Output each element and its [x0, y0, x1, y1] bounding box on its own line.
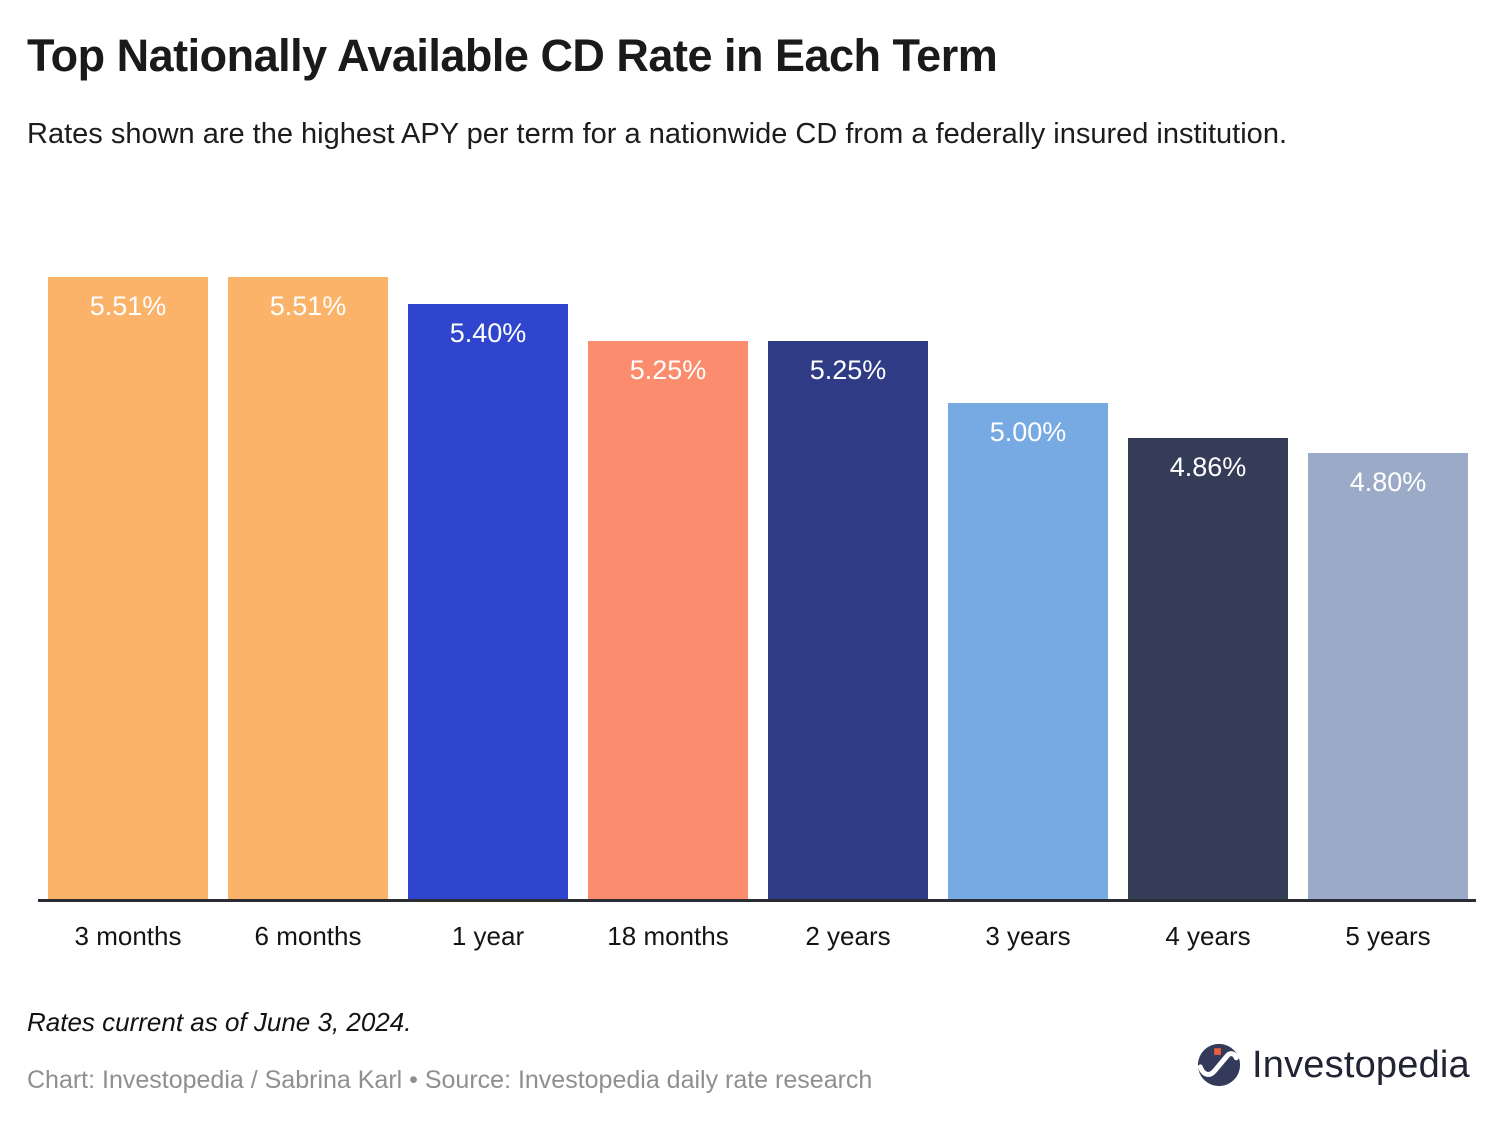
bar-value-label: 4.80% [1349, 467, 1427, 497]
bar-value-label: 5.51% [269, 291, 347, 321]
chart-subtitle: Rates shown are the highest APY per term… [27, 118, 1287, 150]
investopedia-logo-text: Investopedia [1252, 1043, 1470, 1086]
x-tick-label-18-months: 18 months [607, 921, 729, 951]
x-axis-line [38, 899, 1476, 902]
bar-3-years: 5.00% [948, 403, 1108, 899]
bar-2-years: 5.25% [768, 341, 928, 899]
bar-4-years: 4.86% [1128, 438, 1288, 899]
source-credit: Chart: Investopedia / Sabrina Karl • Sou… [27, 1066, 873, 1094]
bar-3-months: 5.51% [48, 277, 208, 899]
bar-value-label: 5.25% [629, 355, 707, 385]
bar-value-label: 5.40% [449, 318, 527, 348]
x-tick-label-6-months: 6 months [254, 921, 362, 951]
bar-value-label: 5.00% [989, 417, 1067, 447]
bar-value-label: 5.25% [809, 355, 887, 385]
x-tick-label-2-years: 2 years [805, 921, 891, 951]
bar-5-years: 4.80% [1308, 453, 1468, 899]
investopedia-logo: Investopedia [1196, 1042, 1470, 1088]
bar-value-label: 5.51% [89, 291, 167, 321]
x-tick-label-3-months: 3 months [74, 921, 182, 951]
x-tick-label-3-years: 3 years [985, 921, 1071, 951]
x-tick-label-5-years: 5 years [1345, 921, 1431, 951]
chart-title: Top Nationally Available CD Rate in Each… [27, 30, 998, 81]
x-tick-label-1-year: 1 year [451, 921, 525, 951]
bar-18-months: 5.25% [588, 341, 748, 899]
x-axis-tick-labels: 3 months 6 months 1 year 18 months 2 years 3 … [38, 921, 1476, 952]
bar-chart-plot-area: 5.51% 5.51% 5.40% 5.25% 5.25% 5.00% 4.86% 4.80% [38, 277, 1476, 899]
bar-chart: 5.51% 5.51% 5.40% 5.25% 5.25% 5.00% 4.86% 4.80%… [38, 277, 1476, 952]
x-tick-label-4-years: 4 years [1165, 921, 1251, 951]
bar-1-year: 5.40% [408, 304, 568, 899]
bar-value-label: 4.86% [1169, 452, 1247, 482]
rates-current-note: Rates current as of June 3, 2024. [27, 1007, 412, 1037]
bar-6-months: 5.51% [228, 277, 388, 899]
investopedia-logo-icon [1197, 1043, 1241, 1087]
